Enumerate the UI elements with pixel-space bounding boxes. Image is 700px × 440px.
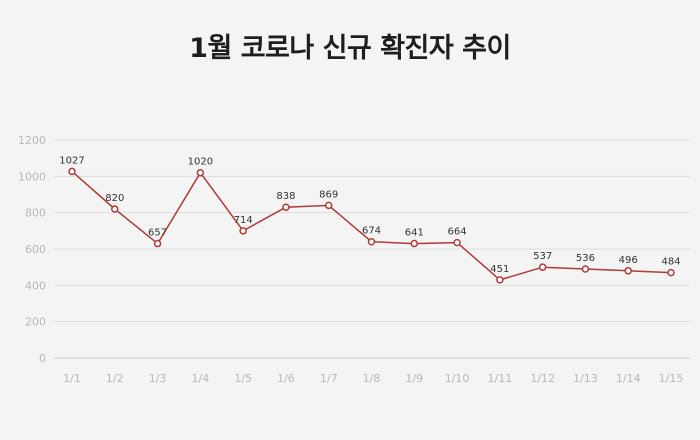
data-label: 1027 (59, 155, 84, 166)
chart-title: 1월 코로나 신규 확진자 추이 (189, 33, 511, 64)
data-point (239, 227, 247, 235)
y-tick-label: 400 (25, 279, 46, 292)
data-point (111, 205, 119, 213)
data-label: 820 (105, 193, 124, 204)
data-point (538, 263, 547, 271)
data-point (581, 265, 590, 273)
data-point (196, 168, 205, 177)
y-tick-label: 200 (25, 316, 46, 329)
x-tick-label: 1/13 (573, 372, 598, 385)
data-point (453, 238, 461, 247)
x-tick-label: 1/11 (488, 372, 513, 385)
x-tick-label: 1/6 (277, 372, 295, 385)
x-tick-label: 1/14 (616, 372, 641, 385)
x-tick-label: 1/7 (320, 372, 338, 385)
y-tick-label: 1200 (18, 134, 46, 147)
x-tick-label: 1/8 (363, 372, 381, 385)
x-axis-tick-labels: 1/1 1/2 1/3 1/4 1/5 1/6 1/7 1/8 1/9 1/10 1/11 1/12 1… (63, 372, 683, 385)
y-tick-label: 800 (25, 207, 46, 220)
data-label: 657 (148, 228, 167, 239)
x-tick-label: 1/2 (106, 372, 124, 385)
data-label: 714 (234, 215, 253, 226)
data-labels: 1027 820 657 1020 714 838 869 674 641 664 451 537 53… (59, 155, 680, 274)
y-axis-tick-labels: 0 200 400 600 800 1000 1200 (18, 134, 46, 365)
data-point (68, 167, 76, 176)
x-tick-label: 1/1 (63, 372, 81, 385)
data-point (153, 239, 162, 248)
x-tick-label: 1/5 (234, 372, 252, 385)
x-tick-label: 1/12 (530, 372, 555, 385)
data-label: 451 (490, 264, 509, 275)
data-label: 484 (661, 257, 680, 268)
data-label: 674 (362, 226, 381, 237)
y-tick-label: 0 (39, 352, 46, 365)
data-label: 664 (448, 227, 467, 238)
y-tick-label: 1000 (18, 170, 46, 183)
data-point (667, 268, 675, 277)
data-label: 838 (276, 191, 295, 202)
data-point (624, 267, 632, 275)
x-tick-label: 1/10 (445, 372, 470, 385)
y-tick-label: 600 (25, 243, 46, 256)
x-tick-label: 1/4 (192, 372, 210, 385)
data-label: 537 (533, 251, 552, 262)
x-tick-label: 1/15 (659, 372, 684, 385)
grid-layer (54, 139, 690, 359)
data-label: 496 (619, 255, 638, 266)
x-tick-label: 1/3 (149, 372, 167, 385)
data-label: 869 (319, 189, 338, 200)
data-point (324, 201, 333, 210)
data-label: 536 (576, 253, 595, 264)
data-point (496, 276, 504, 284)
x-tick-label: 1/9 (405, 372, 423, 385)
data-label: 641 (405, 228, 424, 239)
data-label: 1020 (188, 157, 213, 168)
data-point (410, 239, 419, 248)
data-points (68, 167, 675, 284)
data-point (367, 237, 376, 246)
data-point (282, 203, 290, 211)
